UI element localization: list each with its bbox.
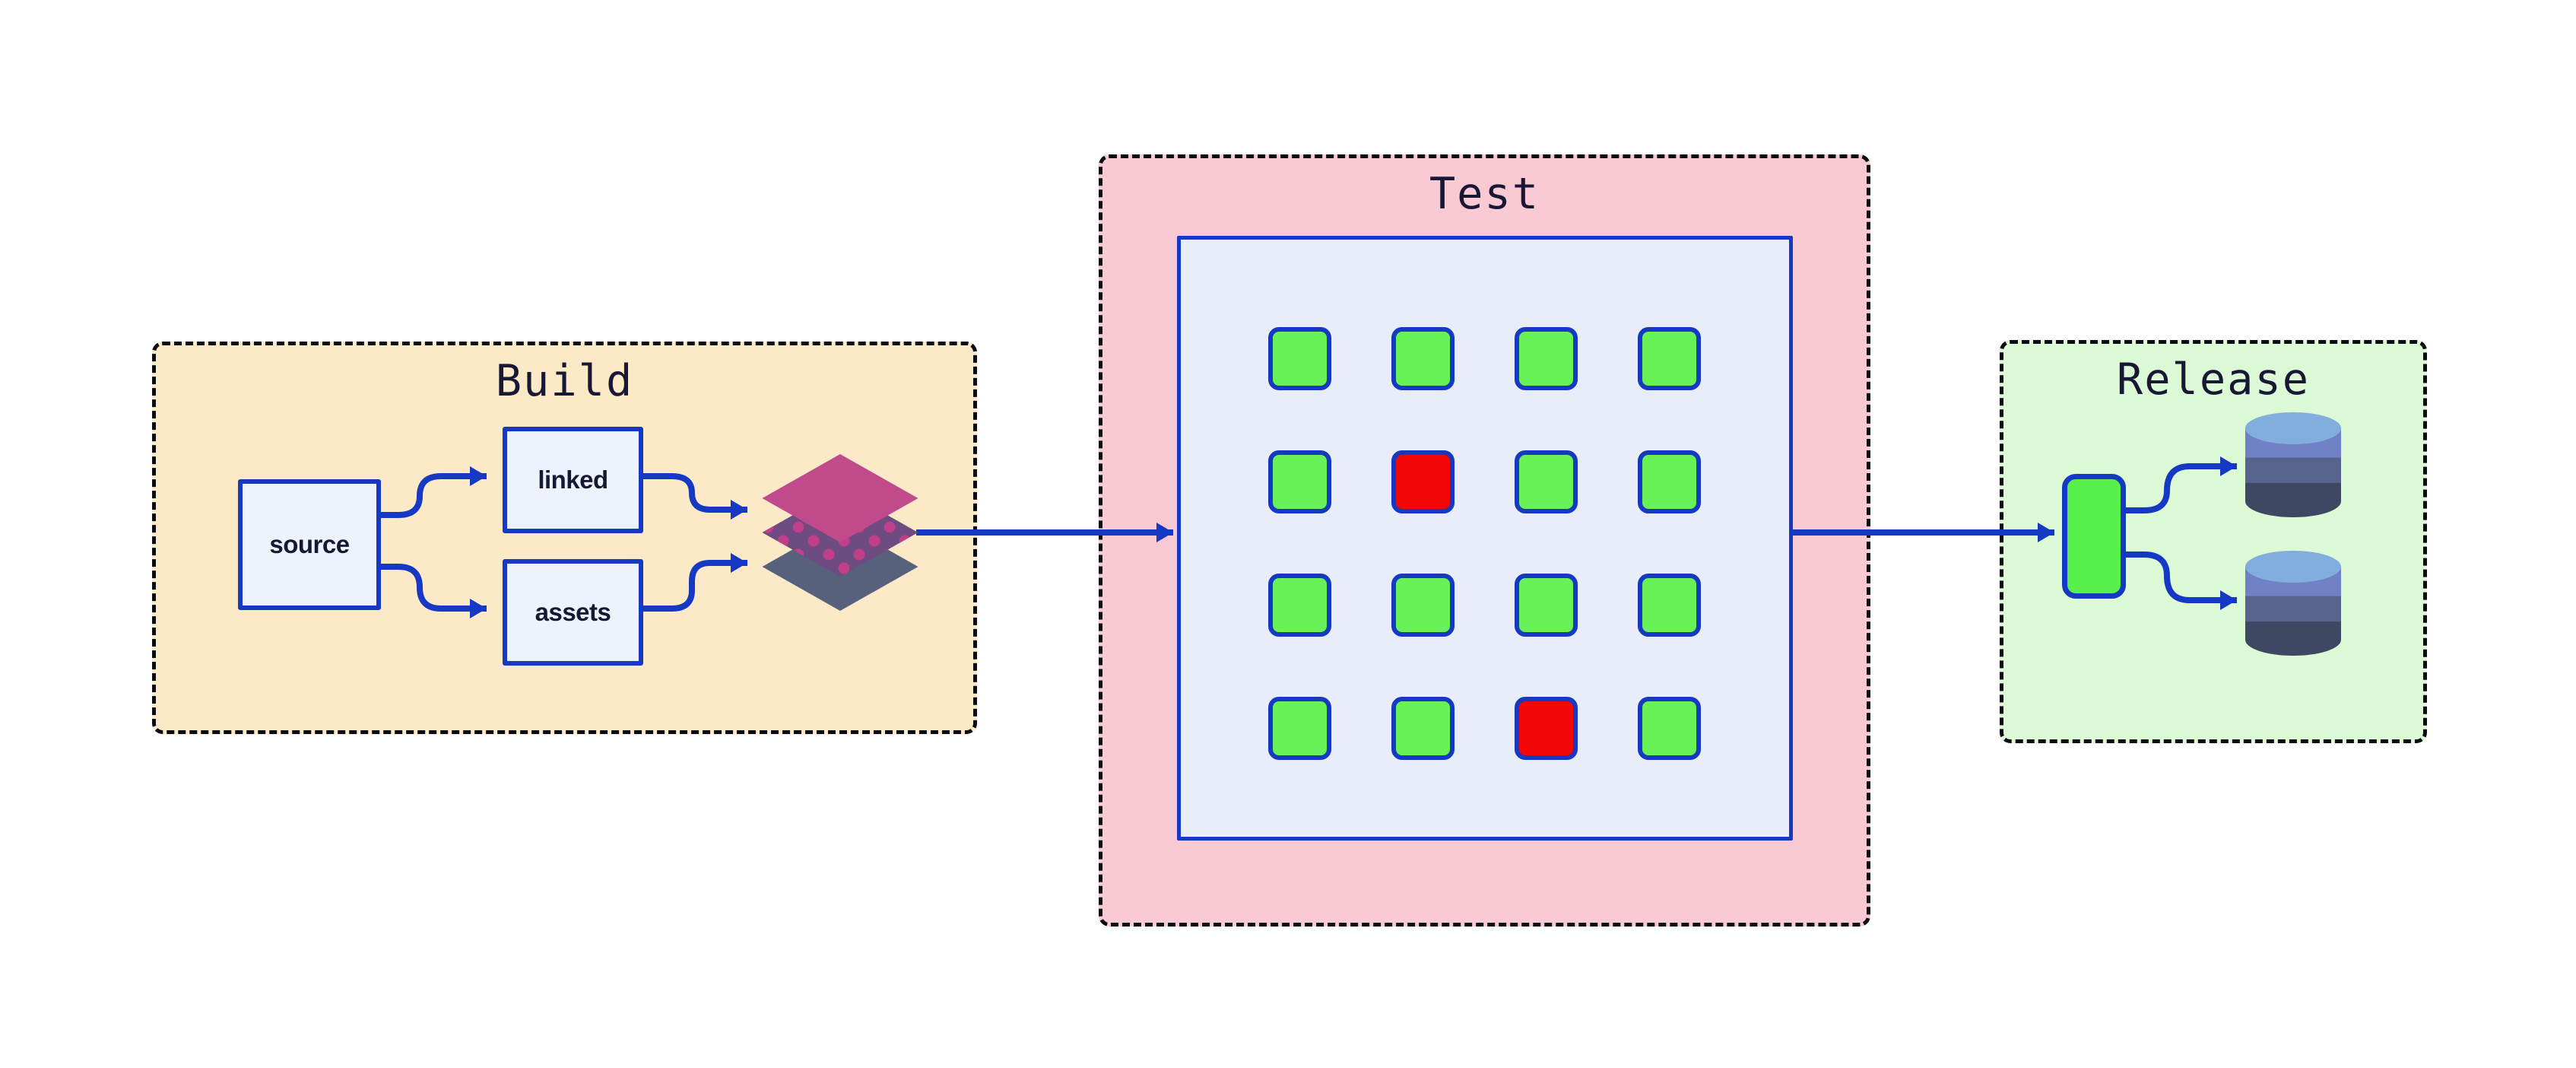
test-cell-pass bbox=[1268, 574, 1331, 637]
test-stage: Test bbox=[1099, 154, 1870, 927]
node-linked-label: linked bbox=[538, 466, 608, 494]
test-cell-pass bbox=[1391, 697, 1455, 760]
test-cell-pass bbox=[1391, 574, 1455, 637]
build-stage-title: Build bbox=[495, 356, 634, 406]
node-assets-label: assets bbox=[535, 598, 611, 626]
node-assets: assets bbox=[503, 559, 643, 666]
test-cell-pass bbox=[1515, 327, 1578, 390]
node-source: source bbox=[238, 479, 381, 610]
test-cell-pass bbox=[1268, 697, 1331, 760]
test-cell-pass bbox=[1638, 697, 1701, 760]
test-cell-pass bbox=[1268, 450, 1331, 513]
test-results-panel bbox=[1177, 236, 1793, 841]
test-cell-pass bbox=[1391, 327, 1455, 390]
release-stage-title: Release bbox=[2116, 354, 2311, 405]
deploy-node bbox=[2062, 474, 2126, 599]
build-stage: Build source linked assets bbox=[152, 342, 977, 734]
test-grid bbox=[1268, 327, 1701, 760]
node-linked: linked bbox=[503, 427, 643, 533]
release-stage: Release bbox=[2000, 340, 2427, 743]
test-cell-pass bbox=[1515, 574, 1578, 637]
test-cell-pass bbox=[1268, 327, 1331, 390]
test-cell-fail bbox=[1515, 697, 1578, 760]
test-cell-pass bbox=[1638, 450, 1701, 513]
test-cell-pass bbox=[1638, 327, 1701, 390]
test-cell-fail bbox=[1391, 450, 1455, 513]
test-cell-pass bbox=[1638, 574, 1701, 637]
test-cell-pass bbox=[1515, 450, 1578, 513]
test-stage-title: Test bbox=[1429, 169, 1540, 219]
node-source-label: source bbox=[269, 530, 350, 558]
